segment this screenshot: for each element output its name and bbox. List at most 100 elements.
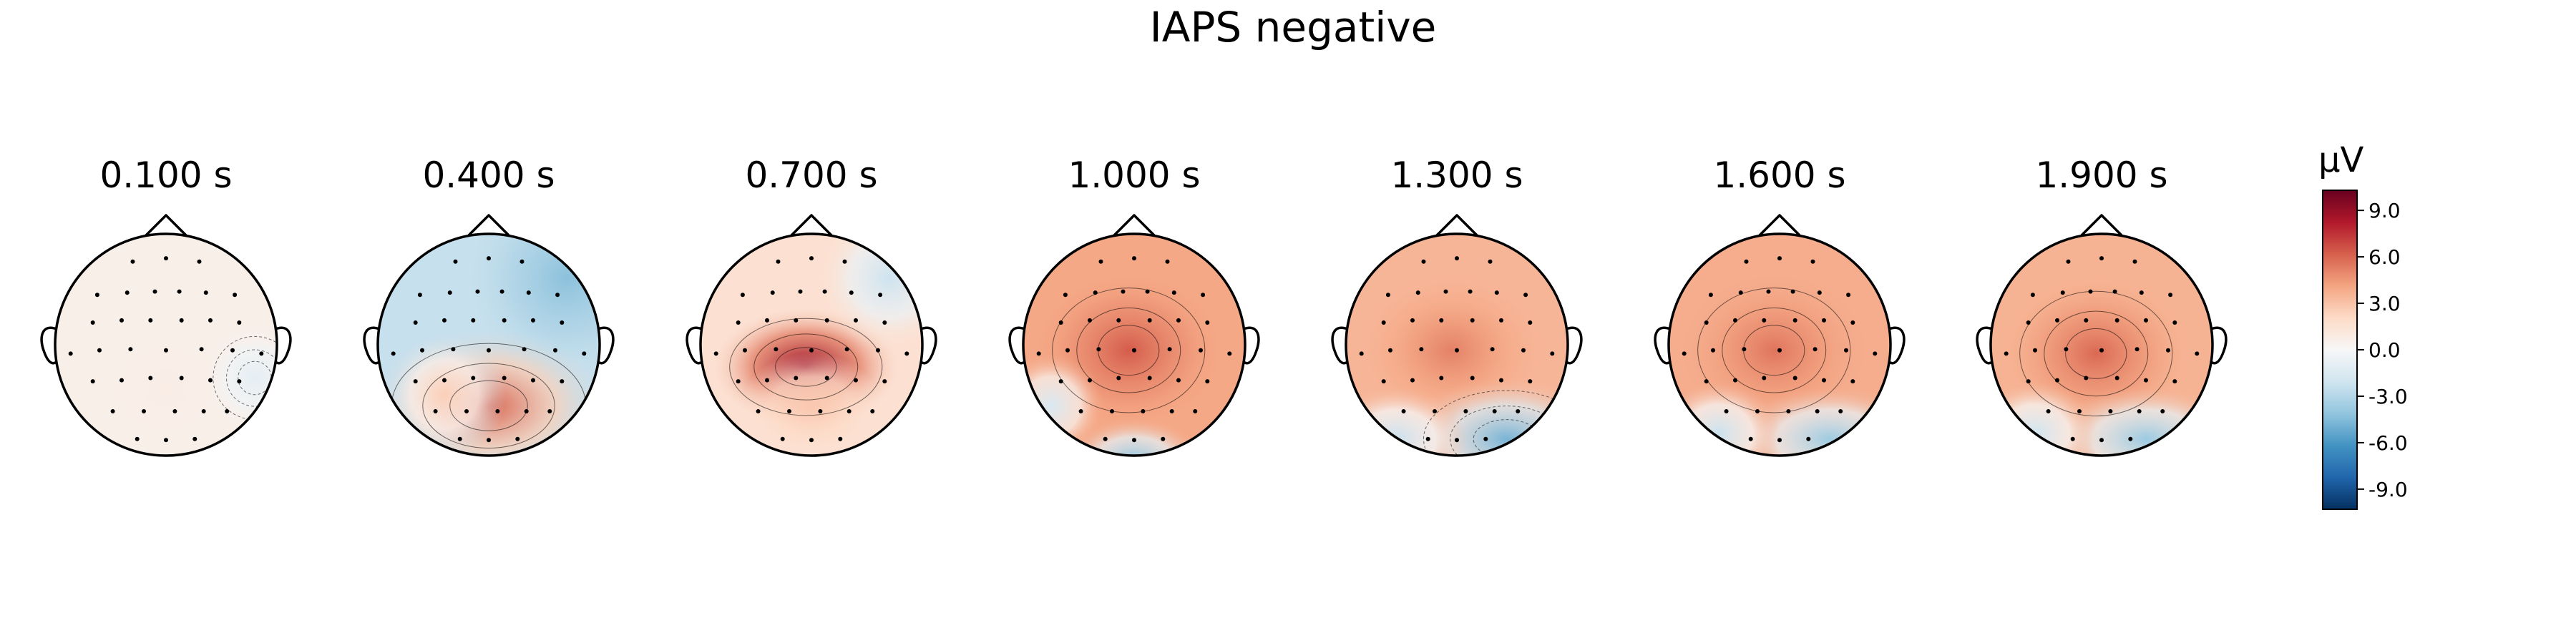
ear-right xyxy=(1242,326,1260,365)
sensor-dot xyxy=(1490,347,1495,352)
sensor-dot xyxy=(555,293,560,298)
sensor-dot xyxy=(515,436,520,441)
sensor-dot xyxy=(2195,351,2200,356)
sensor-dot xyxy=(487,256,491,261)
sensor-dot xyxy=(179,376,184,381)
sensor-dot xyxy=(1205,320,1210,325)
sensor-dot xyxy=(152,289,157,294)
sensor-dot xyxy=(2144,378,2148,383)
sensor-dot xyxy=(119,378,124,383)
contour-line xyxy=(1697,288,1851,413)
sensor-dot xyxy=(135,436,140,441)
sensor-dot xyxy=(1381,320,1386,325)
sensor-dot xyxy=(553,348,557,353)
ear-right xyxy=(597,326,615,365)
sensor-dot xyxy=(1132,348,1136,353)
sensor-dot xyxy=(522,347,527,352)
sensor-dot xyxy=(1147,376,1152,381)
sensor-dot xyxy=(870,409,875,413)
sensor-dot xyxy=(1455,256,1459,261)
nose xyxy=(790,214,833,237)
sensor-dot xyxy=(1850,320,1855,325)
nose xyxy=(1113,214,1156,237)
topomap-6: 1.600 s xyxy=(1654,154,1906,457)
sensor-dot xyxy=(780,436,785,441)
field-blob xyxy=(740,352,883,456)
field-blob xyxy=(1023,352,1105,456)
sensor-dot xyxy=(1058,320,1063,325)
sensor-dot xyxy=(453,259,458,264)
sensor-dot xyxy=(203,290,208,295)
topomap-7: 1.900 s xyxy=(1976,154,2228,457)
sensor-dot xyxy=(2066,259,2071,264)
sensor-dot xyxy=(765,318,769,323)
sensor-dot xyxy=(1419,347,1424,352)
head-outline xyxy=(699,232,924,457)
sensor-dot xyxy=(94,293,99,298)
ear-left xyxy=(40,326,58,365)
sensor-dot xyxy=(417,293,422,298)
ear-left xyxy=(1008,326,1026,365)
sensor-dot xyxy=(433,409,438,413)
sensor-dot xyxy=(1468,289,1473,294)
sensor-dot xyxy=(447,290,452,295)
sensor-dot xyxy=(809,348,814,353)
contour-line xyxy=(2019,290,2173,417)
sensor-dot xyxy=(1415,290,1420,295)
sensor-dot xyxy=(1762,376,1767,381)
sensor-dot xyxy=(1499,378,1503,383)
sensor-dot xyxy=(1167,347,1172,352)
sensor-dot xyxy=(1171,290,1176,295)
contour-line xyxy=(225,349,277,407)
sensor-dot xyxy=(1790,289,1795,294)
sensor-dot xyxy=(531,318,535,323)
sensor-dot xyxy=(1463,409,1468,413)
sensor-dot xyxy=(854,378,858,383)
sensor-dot xyxy=(1521,348,1526,353)
sensor-dot xyxy=(1088,318,1092,323)
sensor-dot xyxy=(1792,376,1797,381)
nose xyxy=(1758,214,1801,237)
topomap-field xyxy=(701,234,922,456)
sensor-dot xyxy=(1176,318,1181,323)
head-outline xyxy=(1667,232,1892,457)
ear-left xyxy=(363,326,381,365)
sensor-dot xyxy=(499,289,504,294)
sensor-dot xyxy=(471,318,476,323)
sensor-dot xyxy=(1201,293,1206,298)
sensor-dot xyxy=(442,378,447,383)
sensor-dot xyxy=(1439,318,1444,323)
sensor-dot xyxy=(1098,259,1103,264)
sensor-dot xyxy=(1470,318,1475,323)
sensor-dot xyxy=(2099,256,2104,261)
sensor-dot xyxy=(1742,347,1747,352)
sensor-dot xyxy=(774,347,779,352)
sensor-dot xyxy=(1724,409,1729,413)
sensor-dot xyxy=(740,293,745,298)
sensor-dot xyxy=(1036,351,1041,356)
colorbar-tick-label: -9.0 xyxy=(2368,478,2408,501)
sensor-dot xyxy=(1165,259,1170,264)
topomap-field xyxy=(1669,234,1890,456)
sensor-dot xyxy=(148,318,153,323)
sensor-dot xyxy=(1088,378,1092,383)
field-blob xyxy=(201,325,277,431)
sensor-dot xyxy=(531,378,535,383)
sensor-dot xyxy=(2114,318,2119,323)
sensor-dot xyxy=(824,318,829,323)
sensor-dot xyxy=(1483,436,1488,441)
ear-right xyxy=(2210,326,2228,365)
sensor-dot xyxy=(142,409,146,413)
sensor-dot xyxy=(713,351,718,356)
sensor-dot xyxy=(1762,318,1767,323)
sensor-dot xyxy=(1385,293,1390,298)
sensor-dot xyxy=(1421,259,1426,264)
topomap-field xyxy=(1023,234,1245,456)
sensor-dot xyxy=(197,259,202,264)
sensor-dot xyxy=(1443,289,1448,294)
contour-line xyxy=(1722,307,1827,393)
sensor-dot xyxy=(854,318,858,323)
sensor-dot xyxy=(464,409,469,413)
topomap-field xyxy=(378,234,600,456)
sensor-dot xyxy=(1744,259,1749,264)
